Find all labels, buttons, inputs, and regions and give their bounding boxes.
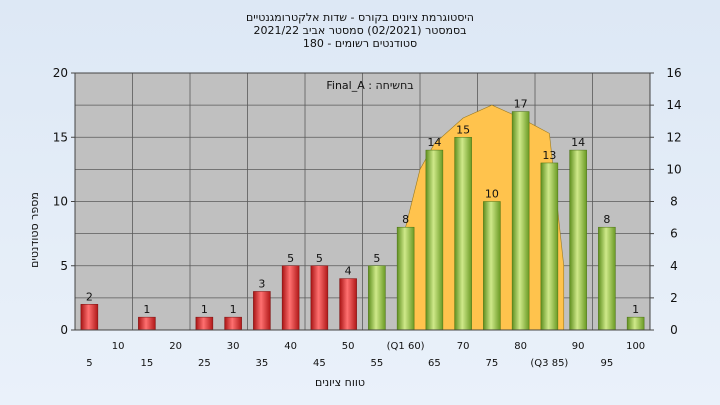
bar — [454, 137, 472, 331]
x-tick-label: 70 — [457, 341, 470, 352]
bar-value-label: 8 — [402, 213, 409, 226]
x-tick-label: 35 — [256, 358, 269, 369]
bar-value-label: 4 — [345, 265, 352, 278]
x-tick-label: 65 — [428, 358, 441, 369]
bar — [598, 226, 616, 331]
y2-tick-label: 2 — [670, 291, 678, 305]
x-tick-label: (Q3 85) — [530, 358, 568, 369]
bar-value-label: 15 — [456, 123, 470, 136]
bar — [396, 226, 415, 331]
x-axis-title: טווח ציונים — [315, 376, 365, 389]
bar — [569, 149, 587, 331]
x-tick-label: 75 — [486, 358, 499, 369]
bar-value-label: 10 — [485, 188, 499, 201]
bar — [310, 265, 329, 331]
y-axis-title: מספר סטודנטים — [28, 192, 41, 268]
y-tick-label: 10 — [53, 195, 68, 209]
x-tick-label: 20 — [169, 341, 182, 352]
y-tick-label: 5 — [60, 259, 68, 273]
x-tick-label: 90 — [572, 341, 585, 352]
y2-tick-label: 8 — [670, 195, 678, 209]
bar — [224, 316, 242, 331]
x-tick-label: 10 — [112, 341, 125, 352]
y-tick-label: 15 — [53, 130, 68, 144]
bar — [138, 316, 156, 331]
bar-value-label: 5 — [373, 252, 380, 265]
x-tick-label: 55 — [371, 358, 384, 369]
x-tick-label: 45 — [313, 358, 326, 369]
title-line-2: בסמסטר (02/2021) סמסטר אביב 2021/22 — [253, 24, 466, 37]
bar — [540, 162, 559, 331]
y2-tick-label: 16 — [666, 66, 681, 80]
y2-tick-label: 10 — [666, 162, 681, 176]
bar-value-label: 14 — [571, 136, 585, 149]
bar-value-label: 1 — [230, 303, 237, 316]
y-axis-left: 0 5 10 15 20 — [53, 66, 75, 337]
bar-value-label: 13 — [542, 149, 556, 162]
chart-title: היסטוגרמת ציונים בקורס - שדות אלקטרומגנט… — [246, 11, 474, 50]
x-tick-label: 100 — [626, 341, 645, 352]
bar — [626, 316, 645, 331]
bar-value-label: 1 — [143, 303, 150, 316]
title-line-3: סטודנטים רשומים - 180 — [303, 37, 417, 50]
x-tick-label: 15 — [141, 358, 154, 369]
x-tick-label: 25 — [198, 358, 211, 369]
y2-tick-label: 4 — [670, 259, 678, 273]
bar — [511, 111, 530, 331]
bar-value-label: 1 — [201, 303, 208, 316]
y2-tick-label: 14 — [666, 98, 681, 112]
y-tick-label: 20 — [53, 66, 68, 80]
bar-value-label: 14 — [427, 136, 441, 149]
bar — [80, 304, 99, 331]
x-tick-label: 80 — [514, 341, 527, 352]
y-tick-label: 0 — [60, 323, 68, 337]
bar-value-label: 8 — [603, 213, 610, 226]
title-line-1: היסטוגרמת ציונים בקורס - שדות אלקטרומגנט… — [246, 11, 474, 24]
y-axis-right: 0 2 4 6 8 10 12 14 16 — [650, 66, 682, 337]
bar-value-label: 5 — [287, 252, 294, 265]
bar — [425, 149, 444, 331]
y2-tick-label: 0 — [670, 323, 678, 337]
bar-value-label: 17 — [514, 98, 528, 111]
bar — [339, 278, 357, 331]
x-tick-label: 30 — [227, 341, 240, 352]
bar — [253, 291, 271, 331]
bar — [195, 316, 214, 331]
bar — [483, 201, 501, 331]
x-tick-label: 5 — [86, 358, 92, 369]
bar-value-label: 3 — [258, 277, 265, 290]
x-tick-label: 50 — [342, 341, 355, 352]
x-tick-label: 95 — [601, 358, 614, 369]
x-tick-label: 40 — [284, 341, 297, 352]
x-axis: 5 10 15 20 25 30 35 40 45 50 55(Q1 60)65 70 75 80(Q3 … — [86, 341, 645, 369]
bar-value-label: 5 — [316, 252, 323, 265]
bar — [368, 265, 386, 331]
bar-value-label: 2 — [86, 290, 93, 303]
y2-tick-label: 12 — [666, 130, 681, 144]
bar — [281, 265, 300, 331]
bar-value-label: 1 — [632, 303, 639, 316]
plot-inner-note: בחשיחה : Final_A — [326, 79, 413, 92]
x-tick-label: (Q1 60) — [387, 341, 425, 352]
y2-tick-label: 6 — [670, 227, 678, 241]
